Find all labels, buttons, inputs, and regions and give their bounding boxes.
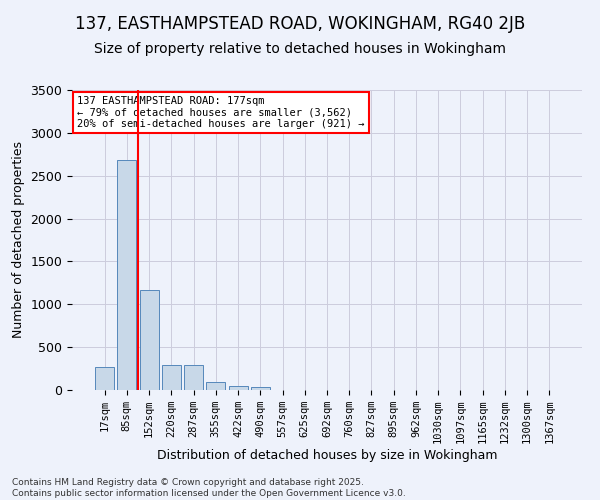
Bar [95, 367, 114, 390]
X-axis label: Distribution of detached houses by size in Wokingham: Distribution of detached houses by size … [157, 449, 497, 462]
Bar [118, 160, 136, 390]
Text: Contains HM Land Registry data © Crown copyright and database right 2025.
Contai: Contains HM Land Registry data © Crown c… [12, 478, 406, 498]
Text: 137 EASTHAMPSTEAD ROAD: 177sqm
← 79% of detached houses are smaller (3,562)
20% : 137 EASTHAMPSTEAD ROAD: 177sqm ← 79% of … [77, 96, 365, 129]
Bar [206, 382, 225, 390]
Text: Size of property relative to detached houses in Wokingham: Size of property relative to detached ho… [94, 42, 506, 56]
Bar [162, 364, 181, 390]
Bar [251, 387, 270, 390]
Bar [229, 386, 248, 390]
Text: 137, EASTHAMPSTEAD ROAD, WOKINGHAM, RG40 2JB: 137, EASTHAMPSTEAD ROAD, WOKINGHAM, RG40… [75, 15, 525, 33]
Y-axis label: Number of detached properties: Number of detached properties [12, 142, 25, 338]
Bar [184, 364, 203, 390]
Bar [140, 290, 158, 390]
